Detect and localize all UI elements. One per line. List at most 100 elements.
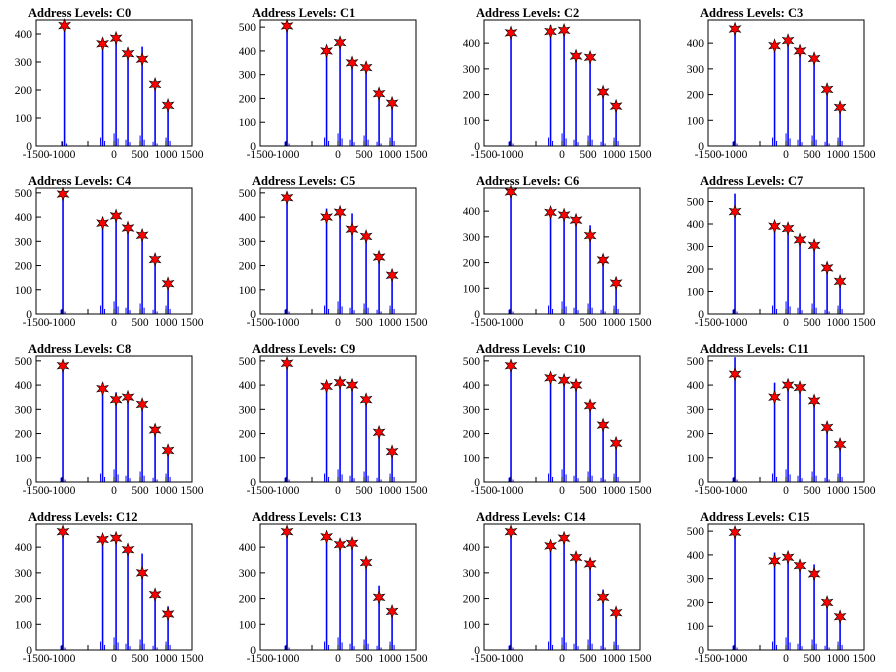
level-marker-star: [148, 587, 162, 603]
y-tick-label: 200: [239, 594, 257, 606]
chart-title: Address Levels: C1: [252, 6, 355, 20]
x-tick-label: 1500: [629, 653, 652, 665]
x-tick-label: 1000: [379, 653, 402, 665]
level-marker-star: [135, 51, 149, 67]
chart-panel: Address Levels: C10 0 100 200 300 400 500 -1500…: [448, 336, 672, 504]
x-tick-label: -1500: [695, 653, 722, 665]
level-marker-star: [109, 208, 123, 224]
level-marker-star: [728, 21, 742, 37]
chart-svg: Address Levels: C14 0 100 200 300 400 -1500 -10…: [463, 510, 652, 665]
chart-svg: Address Levels: C15 0 100 200 300 400 500 -1500…: [687, 510, 876, 665]
x-tick-label: -1000: [497, 653, 524, 665]
y-tick-label: 100: [239, 117, 257, 129]
x-tick-label: 0: [335, 485, 341, 497]
y-tick-label: 300: [463, 568, 481, 580]
chart-panel: Address Levels: C12 0 100 200 300 400 -1500 -10…: [0, 504, 224, 672]
level-marker-star: [56, 524, 70, 540]
chart-panel: Address Levels: C7 0 100 200 300 400 500 -1500-…: [672, 168, 896, 336]
chart-panel: Address Levels: C9 0 100 200 300 400 500 -1500-…: [224, 336, 448, 504]
level-marker-star: [135, 397, 149, 412]
x-tick-label: 1000: [379, 317, 402, 329]
x-tick-label: 0: [559, 653, 565, 665]
y-tick-label: 300: [239, 70, 257, 82]
level-marker-star: [833, 437, 847, 452]
y-tick-label: 400: [463, 206, 481, 218]
y-tick-label: 500: [239, 188, 257, 200]
chart-svg: Address Levels: C7 0 100 200 300 400 500 -1500-…: [687, 174, 876, 329]
x-tick-label: 1000: [155, 149, 178, 161]
x-tick-label: -1000: [721, 485, 748, 497]
x-tick-label: 1500: [629, 485, 652, 497]
x-tick-label: 0: [559, 485, 565, 497]
level-marker-star: [320, 529, 333, 545]
chart-title: Address Levels: C15: [700, 510, 810, 524]
level-marker-star: [320, 378, 333, 394]
chart-svg: Address Levels: C1 0 100 200 300 400 500 -1500-…: [239, 6, 428, 161]
level-marker-star: [793, 232, 807, 248]
y-tick-label: 500: [239, 356, 257, 368]
level-marker-star: [609, 435, 623, 451]
level-marker-star: [385, 444, 399, 460]
x-tick-label: 1000: [379, 485, 402, 497]
chart-svg: Address Levels: C9 0 100 200 300 400 500 -1500-…: [239, 342, 428, 497]
y-tick-label: 200: [687, 264, 705, 276]
chart-title: Address Levels: C0: [28, 6, 131, 20]
chart-svg: Address Levels: C2 0 100 200 300 400 -1500 -100…: [463, 6, 652, 161]
level-marker-star: [596, 417, 610, 433]
y-tick-label: 200: [463, 594, 481, 606]
x-tick-label: 1500: [181, 653, 204, 665]
y-tick-label: 300: [239, 568, 257, 580]
level-marker-star: [596, 589, 610, 605]
chart-panel: Address Levels: C3 0 100 200 300 400 -1500 -100…: [672, 0, 896, 168]
x-tick-label: 1500: [405, 317, 428, 329]
y-tick-label: 100: [15, 113, 33, 125]
level-marker-star: [333, 537, 347, 552]
level-marker-star: [345, 221, 359, 237]
x-tick-label: -1500: [247, 149, 274, 161]
y-tick-label: 100: [687, 453, 705, 465]
level-marker-star: [109, 530, 123, 546]
level-marker-star: [56, 358, 70, 374]
x-tick-label: 0: [111, 149, 117, 161]
level-marker-star: [569, 550, 583, 565]
x-tick-label: -1000: [497, 149, 524, 161]
level-marker-star: [583, 49, 597, 65]
chart-title: Address Levels: C10: [476, 342, 586, 356]
level-marker-star: [609, 605, 623, 621]
level-marker-star: [56, 186, 70, 202]
x-tick-label: 500: [579, 485, 597, 497]
level-marker-star: [609, 275, 623, 291]
level-marker-star: [544, 370, 557, 386]
level-marker-star: [345, 535, 359, 551]
y-tick-label: 100: [15, 619, 33, 631]
x-tick-label: -1000: [49, 149, 76, 161]
level-marker-star: [359, 60, 373, 75]
y-tick-label: 500: [687, 526, 705, 538]
x-tick-label: -1000: [497, 485, 524, 497]
level-marker-star: [135, 227, 149, 243]
y-tick-label: 200: [15, 261, 33, 273]
chart-title: Address Levels: C13: [252, 510, 362, 524]
level-marker-star: [372, 589, 386, 605]
x-tick-label: 1000: [827, 485, 850, 497]
level-marker-star: [728, 524, 742, 540]
x-tick-label: 500: [579, 317, 597, 329]
x-tick-label: -1500: [471, 149, 498, 161]
y-tick-label: 300: [463, 404, 481, 416]
chart-svg: Address Levels: C6 0 100 200 300 400 -1500 -100…: [463, 174, 652, 329]
x-tick-label: -1500: [247, 317, 274, 329]
y-tick-label: 200: [687, 429, 705, 441]
level-marker-star: [596, 84, 610, 100]
x-tick-label: -1000: [273, 485, 300, 497]
level-marker-star: [148, 76, 162, 92]
x-tick-label: 1500: [629, 317, 652, 329]
chart-panel: Address Levels: C0 0 100 200 300 400 -1500 -100…: [0, 0, 224, 168]
level-marker-star: [569, 48, 583, 64]
level-marker-star: [121, 220, 135, 236]
level-marker-star: [333, 375, 347, 391]
level-marker-star: [728, 204, 742, 220]
x-tick-label: 500: [131, 317, 149, 329]
chart-title: Address Levels: C7: [700, 174, 803, 188]
x-tick-label: -1500: [247, 485, 274, 497]
y-tick-label: 300: [687, 404, 705, 416]
